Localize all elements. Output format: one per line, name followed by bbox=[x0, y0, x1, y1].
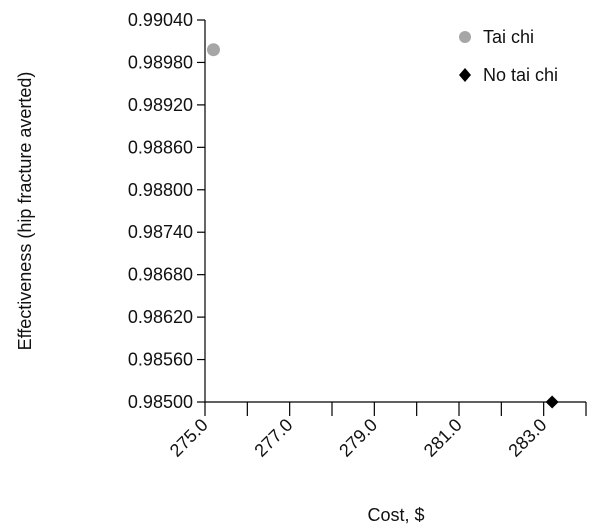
y-tick-label: 0.99040 bbox=[128, 10, 193, 30]
x-tick-label: 275.0 bbox=[166, 415, 212, 461]
point-tai-chi bbox=[206, 43, 220, 57]
x-tick-label: 283.0 bbox=[505, 415, 551, 461]
point-no-tai-chi bbox=[545, 395, 559, 409]
x-tick-label: 277.0 bbox=[251, 415, 297, 461]
y-axis-title: Effectiveness (hip fracture averted) bbox=[15, 72, 35, 351]
legend-marker-no-tai-chi bbox=[459, 68, 471, 82]
y-tick-label: 0.98620 bbox=[128, 307, 193, 327]
x-tick-label: 279.0 bbox=[335, 415, 381, 461]
y-tick-label: 0.98740 bbox=[128, 222, 193, 242]
y-tick-label: 0.98500 bbox=[128, 392, 193, 412]
x-tick-label: 281.0 bbox=[420, 415, 466, 461]
y-tick-label: 0.98980 bbox=[128, 52, 193, 72]
legend: Tai chi No tai chi bbox=[459, 27, 558, 85]
data-points bbox=[206, 43, 559, 409]
legend-label-no-tai-chi: No tai chi bbox=[483, 65, 558, 85]
x-axis-title: Cost, $ bbox=[367, 505, 424, 525]
y-tick-label: 0.98920 bbox=[128, 95, 193, 115]
axes bbox=[204, 20, 586, 403]
legend-label-tai-chi: Tai chi bbox=[483, 27, 534, 47]
y-tick-label: 0.98560 bbox=[128, 350, 193, 370]
y-axis-ticks: 0.98500 0.98560 0.98620 0.98680 0.98740 0.988… bbox=[128, 10, 205, 412]
x-axis-ticks: 275.0 277.0 279.0 281.0 283.0 bbox=[166, 402, 587, 461]
y-tick-label: 0.98680 bbox=[128, 265, 193, 285]
legend-marker-tai-chi bbox=[459, 31, 471, 43]
y-tick-label: 0.98860 bbox=[128, 137, 193, 157]
y-tick-label: 0.98800 bbox=[128, 180, 193, 200]
